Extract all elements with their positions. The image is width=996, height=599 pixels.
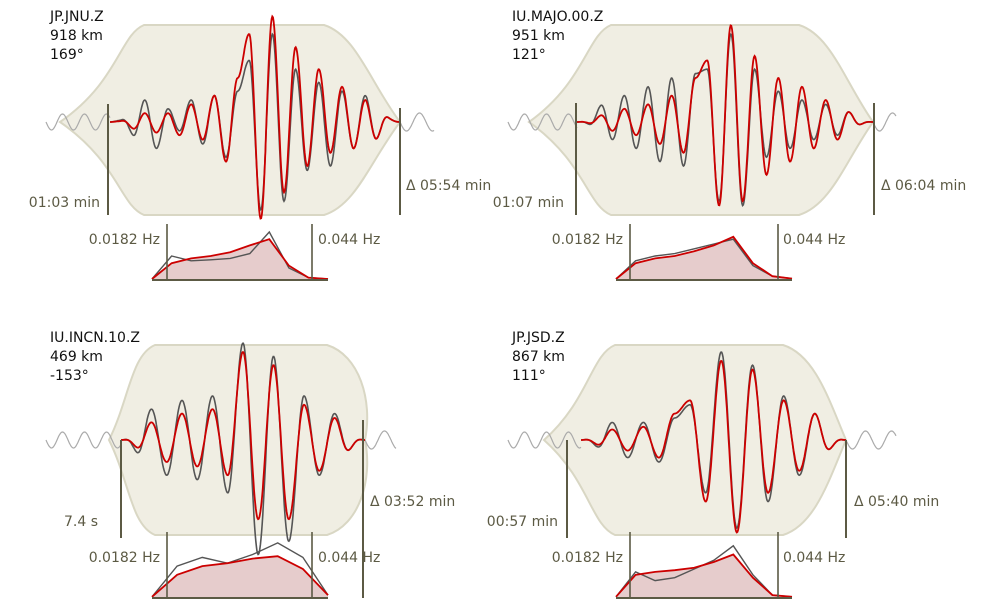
window-length-label: Δ 05:40 min xyxy=(854,494,939,510)
station-azimuth: 111° xyxy=(512,368,546,384)
synthetic-spectrum xyxy=(151,238,329,280)
window-start-label: 00:57 min xyxy=(487,514,558,530)
window-length-label: Δ 06:04 min xyxy=(881,178,966,194)
fmin-label: 0.0182 Hz xyxy=(552,550,623,566)
observed-spectrum xyxy=(151,542,329,598)
station-code: JP.JNU.Z xyxy=(49,9,104,25)
fmin-label: 0.0182 Hz xyxy=(89,232,160,248)
station-azimuth: 121° xyxy=(512,47,546,63)
observed-post-window-trace xyxy=(872,112,897,132)
fmin-label: 0.0182 Hz xyxy=(89,550,160,566)
fmax-label: 0.044 Hz xyxy=(318,232,380,248)
station-panel-jsd: JP.JSD.Z 867 km 111° 00:57 min Δ 05:40 m… xyxy=(487,330,939,599)
fmin-label: 0.0182 Hz xyxy=(552,232,623,248)
station-code: IU.INCN.10.Z xyxy=(50,330,140,346)
station-panel-jnu: JP.JNU.Z 918 km 169° 01:03 min Δ 05:54 m… xyxy=(29,9,491,281)
observed-pre-window-trace xyxy=(45,113,111,131)
spectrum-fill xyxy=(616,236,792,280)
window-start-label: 01:03 min xyxy=(29,195,100,211)
fmax-label: 0.044 Hz xyxy=(318,550,380,566)
station-code: JP.JSD.Z xyxy=(511,330,565,346)
observed-spectrum xyxy=(151,230,329,280)
station-distance: 918 km xyxy=(50,28,103,44)
observed-pre-window-trace xyxy=(45,431,122,449)
fmax-label: 0.044 Hz xyxy=(783,232,845,248)
synthetic-trace xyxy=(121,350,365,521)
station-distance: 469 km xyxy=(50,349,103,365)
synthetic-trace xyxy=(110,14,400,220)
station-distance: 951 km xyxy=(512,28,565,44)
spectrum-fill xyxy=(152,556,328,598)
window-length-label: Δ 05:54 min xyxy=(406,178,491,194)
synthetic-trace xyxy=(581,359,846,534)
observed-post-window-trace xyxy=(845,430,897,450)
synthetic-trace xyxy=(577,24,873,207)
fmax-label: 0.044 Hz xyxy=(783,550,845,566)
spectrum-fill xyxy=(152,239,328,280)
station-code: IU.MAJO.00.Z xyxy=(512,9,603,25)
observed-spectrum xyxy=(615,238,793,280)
taper-window-shape xyxy=(58,24,402,216)
station-azimuth: -153° xyxy=(50,368,89,384)
window-start-label: 7.4 s xyxy=(64,514,98,530)
synthetic-spectrum xyxy=(615,235,793,280)
observed-pre-window-trace xyxy=(507,431,582,449)
observed-post-window-trace xyxy=(364,430,397,450)
window-start-label: 01:07 min xyxy=(493,195,564,211)
station-azimuth: 169° xyxy=(50,47,84,63)
observed-pre-window-trace xyxy=(507,113,578,131)
station-distance: 867 km xyxy=(512,349,565,365)
station-panel-incn: IU.INCN.10.Z 469 km -153° 7.4 s Δ 03:52 … xyxy=(45,330,455,599)
synthetic-spectrum xyxy=(151,555,329,598)
observed-post-window-trace xyxy=(399,112,435,132)
spectrum-fill xyxy=(616,554,792,598)
station-panel-majo: IU.MAJO.00.Z 951 km 121° 01:07 min Δ 06:… xyxy=(493,9,966,281)
window-length-label: Δ 03:52 min xyxy=(370,494,455,510)
taper-window-shape xyxy=(527,24,875,216)
synthetic-spectrum xyxy=(615,553,793,598)
